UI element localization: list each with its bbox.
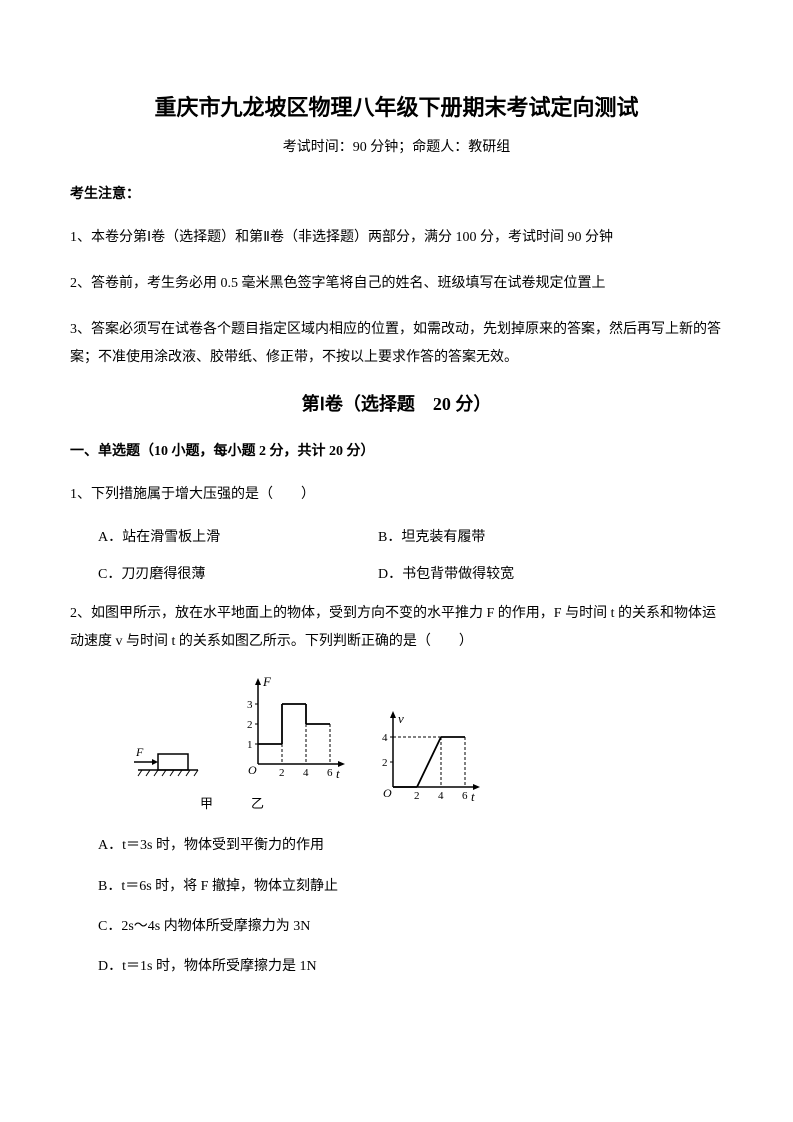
q1-option-b: B．坦克装有履带 bbox=[378, 527, 723, 549]
svg-text:t: t bbox=[336, 766, 340, 781]
q1-option-c: C．刀刃磨得很薄 bbox=[98, 564, 378, 586]
svg-text:2: 2 bbox=[382, 757, 388, 769]
svg-text:6: 6 bbox=[462, 790, 468, 802]
diagram-v-chart-svg: 2 4 2 4 6 O v t bbox=[368, 697, 483, 807]
svg-text:4: 4 bbox=[303, 767, 309, 779]
label-jia: 甲 bbox=[200, 794, 213, 815]
question-1-text: 1、下列措施属于增大压强的是（ ） bbox=[70, 481, 723, 509]
diagram-jia-svg: F bbox=[130, 732, 200, 782]
q2-option-a: A．t＝3s 时，物体受到平衡力的作用 bbox=[98, 835, 723, 857]
q1-option-a: A．站在滑雪板上滑 bbox=[98, 527, 378, 549]
svg-text:2: 2 bbox=[279, 767, 285, 779]
svg-text:6: 6 bbox=[327, 767, 333, 779]
exam-title: 重庆市九龙坡区物理八年级下册期末考试定向测试 bbox=[70, 90, 723, 125]
svg-text:3: 3 bbox=[247, 699, 253, 711]
svg-text:F: F bbox=[135, 745, 144, 759]
q2-option-d: D．t＝1s 时，物体所受摩擦力是 1N bbox=[98, 956, 723, 978]
question-2-text: 2、如图甲所示，放在水平地面上的物体，受到方向不变的水平推力 F 的作用，F 与… bbox=[70, 600, 723, 656]
svg-text:O: O bbox=[383, 786, 392, 800]
diagram-jia-wrapper: F 甲 bbox=[130, 732, 213, 815]
subsection-title: 一、单选题（10 小题，每小题 2 分，共计 20 分） bbox=[70, 441, 723, 463]
q2-diagram: F 甲 1 2 3 2 4 6 O F t bbox=[130, 674, 723, 815]
svg-text:v: v bbox=[398, 711, 404, 726]
diagram-f-chart-svg: 1 2 3 2 4 6 O F t bbox=[233, 674, 348, 784]
svg-text:t: t bbox=[471, 789, 475, 804]
section-title: 第Ⅰ卷（选择题 20 分） bbox=[70, 390, 723, 419]
diagram-v-chart-wrapper: 2 4 2 4 6 O v t bbox=[368, 697, 483, 815]
notice-heading: 考生注意： bbox=[70, 184, 723, 206]
svg-text:O: O bbox=[248, 763, 257, 777]
svg-text:1: 1 bbox=[247, 739, 253, 751]
q1-options-row-1: A．站在滑雪板上滑 B．坦克装有履带 bbox=[98, 527, 723, 549]
svg-text:2: 2 bbox=[414, 790, 420, 802]
q1-option-d: D．书包背带做得较宽 bbox=[378, 564, 723, 586]
diagram-f-chart-wrapper: 1 2 3 2 4 6 O F t 乙 bbox=[233, 674, 348, 815]
notice-item-2: 2、答卷前，考生务必用 0.5 毫米黑色签字笔将自己的姓名、班级填写在试卷规定位… bbox=[70, 270, 723, 298]
q1-options-row-2: C．刀刃磨得很薄 D．书包背带做得较宽 bbox=[98, 564, 723, 586]
notice-item-3: 3、答案必须写在试卷各个题目指定区域内相应的位置，如需改动，先划掉原来的答案，然… bbox=[70, 316, 723, 372]
notice-item-1: 1、本卷分第Ⅰ卷（选择题）和第Ⅱ卷（非选择题）两部分，满分 100 分，考试时间… bbox=[70, 224, 723, 252]
svg-text:4: 4 bbox=[382, 732, 388, 744]
svg-text:F: F bbox=[262, 674, 272, 689]
svg-text:2: 2 bbox=[247, 719, 253, 731]
label-yi: 乙 bbox=[251, 794, 348, 815]
q2-option-c: C．2s～4s 内物体所受摩擦力为 3N bbox=[98, 916, 723, 938]
exam-subtitle: 考试时间：90 分钟；命题人：教研组 bbox=[70, 137, 723, 159]
q2-option-b: B．t＝6s 时，将 F 撤掉，物体立刻静止 bbox=[98, 876, 723, 898]
svg-text:4: 4 bbox=[438, 790, 444, 802]
